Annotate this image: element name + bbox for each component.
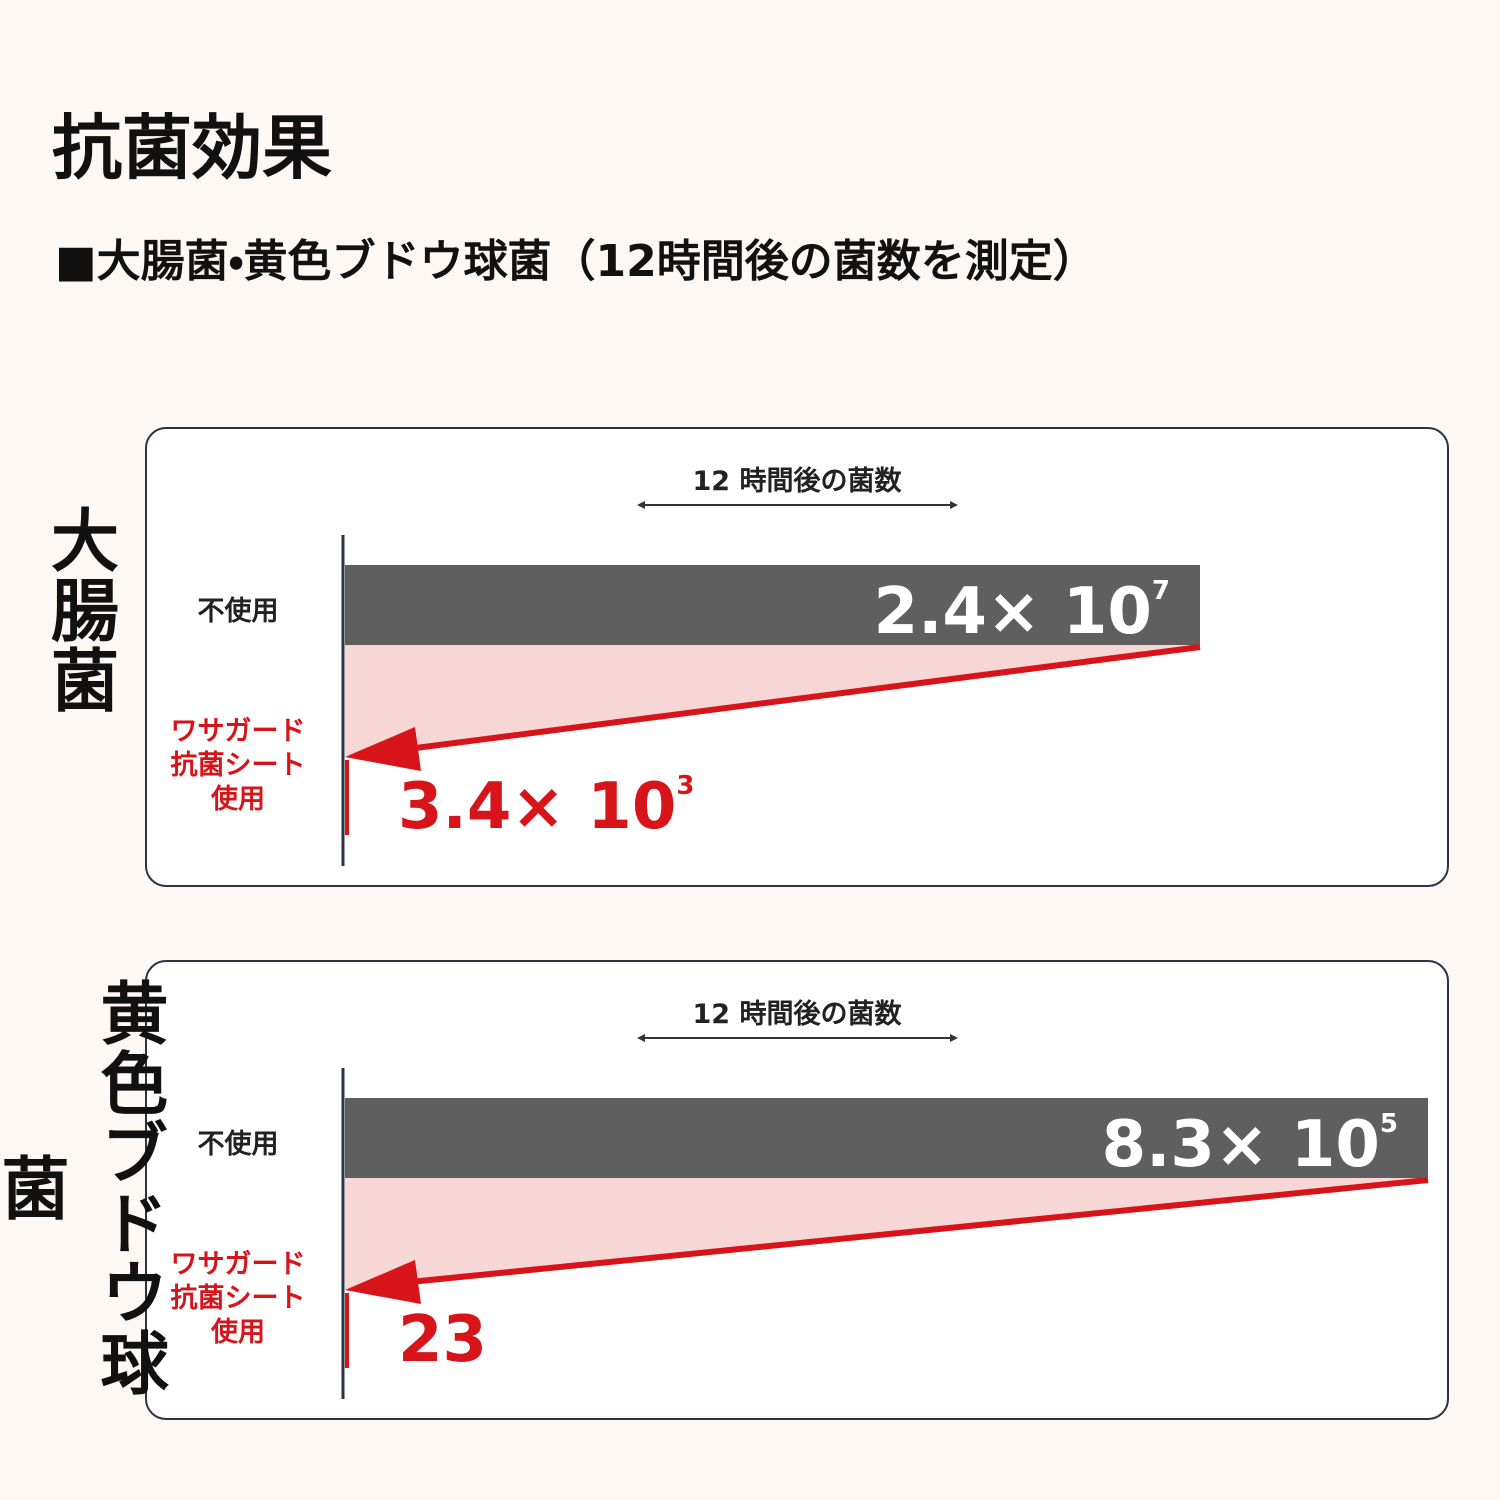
treated-bar	[345, 760, 349, 835]
value-exponent: 5	[1380, 1109, 1398, 1139]
treated-value: 23	[398, 1303, 487, 1377]
row-label: 抗菌シート	[171, 750, 306, 781]
panel-name: 大腸菌	[38, 505, 118, 715]
control-bar	[345, 565, 1200, 645]
subtitle: ■大腸菌・黄色ブドウ球菌（12時間後の菌数を測定）	[55, 236, 1097, 287]
reduction-arrow-head	[345, 1260, 421, 1304]
control-value: 2.4× 107	[874, 575, 1170, 649]
row-label: 不使用	[198, 596, 279, 627]
row-label: 使用	[210, 784, 265, 815]
value-base: 2.4× 10	[874, 575, 1152, 649]
row-label: 抗菌シート	[171, 1283, 306, 1314]
row-label: ワサガード	[171, 716, 306, 747]
value-base: 23	[398, 1303, 487, 1377]
row-label: 使用	[210, 1317, 265, 1348]
control-bar	[345, 1098, 1428, 1178]
reduction-arrow	[399, 1177, 1429, 1286]
value-base: 3.4× 10	[398, 770, 676, 844]
title: 抗菌効果	[52, 107, 332, 189]
value-exponent: 7	[1152, 576, 1170, 606]
value-exponent: 3	[676, 771, 694, 801]
reduction-arrow-head	[345, 727, 421, 771]
control-value: 8.3× 105	[1102, 1108, 1398, 1182]
value-base: 8.3× 10	[1102, 1108, 1380, 1182]
row-label: ワサガード	[171, 1249, 306, 1280]
row-label: 不使用	[198, 1129, 279, 1160]
panel-name: 黄色ブドウ球菌	[0, 977, 167, 1398]
treated-bar	[345, 1293, 349, 1368]
axis-label: 12 時間後の菌数	[693, 466, 902, 497]
treated-value: 3.4× 103	[398, 770, 694, 844]
axis-label: 12 時間後の菌数	[693, 999, 902, 1030]
reduction-arrow	[399, 644, 1201, 753]
